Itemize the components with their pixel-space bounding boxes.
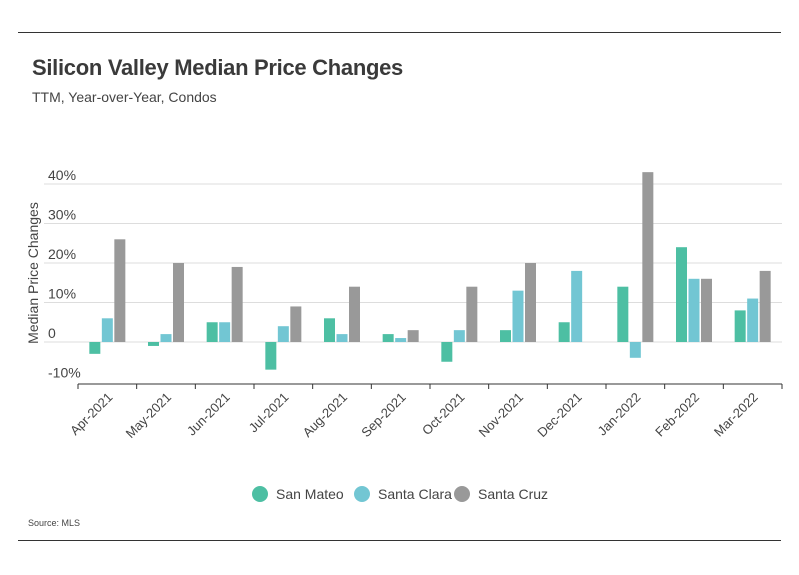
x-tick-label: Jan-2022 — [595, 390, 644, 439]
y-tick-label: 10% — [48, 286, 76, 302]
legend-swatch — [454, 486, 470, 502]
x-tick-label: Dec-2021 — [534, 390, 584, 440]
bar — [407, 330, 419, 342]
bar — [688, 278, 700, 342]
legend-label: Santa Clara — [378, 486, 452, 502]
bar — [466, 286, 478, 342]
bar — [173, 263, 184, 342]
bar — [759, 270, 771, 342]
bar — [160, 334, 172, 342]
bar — [265, 342, 277, 370]
x-tick-label: Nov-2021 — [476, 390, 526, 440]
bar — [219, 322, 231, 342]
bar — [349, 286, 360, 342]
bar — [382, 334, 394, 342]
bar — [277, 326, 289, 342]
bar — [617, 286, 629, 342]
bar — [734, 310, 746, 342]
bar — [324, 318, 335, 342]
x-tick-label: Sep-2021 — [358, 390, 408, 440]
y-tick-label: 0 — [48, 325, 56, 341]
bar — [512, 290, 524, 342]
y-axis-label: Median Price Changes — [25, 202, 41, 344]
bar — [290, 306, 302, 342]
x-tick-label: Aug-2021 — [300, 390, 350, 440]
x-tick-label: Oct-2021 — [419, 390, 467, 438]
bar — [525, 263, 536, 342]
legend-label: Santa Cruz — [478, 486, 548, 502]
bar — [206, 322, 218, 342]
x-tick-label: May-2021 — [123, 390, 174, 441]
y-tick-label: 30% — [48, 207, 76, 223]
legend-label: San Mateo — [276, 486, 344, 502]
x-tick-label: Feb-2022 — [652, 390, 702, 440]
y-tick-label: 20% — [48, 246, 76, 262]
x-tick-label: Mar-2022 — [711, 390, 761, 440]
x-tick-label: Jun-2021 — [184, 390, 233, 439]
bar — [148, 342, 159, 346]
bar — [701, 278, 712, 342]
bar — [642, 172, 654, 342]
bar — [101, 318, 113, 342]
bar — [89, 342, 101, 354]
legend-swatch — [354, 486, 370, 502]
bar — [500, 330, 511, 342]
bar — [395, 338, 407, 342]
bar — [747, 298, 759, 342]
bars — [89, 172, 771, 370]
y-axis-ticks: -10% 0 10% 20% 30% 40% — [48, 167, 81, 381]
bar — [453, 330, 465, 342]
bar — [629, 342, 641, 358]
legend-swatch — [252, 486, 268, 502]
bar — [676, 247, 687, 342]
bar — [558, 322, 570, 342]
bar — [231, 266, 243, 342]
chart-title: Silicon Valley Median Price Changes — [32, 55, 403, 80]
y-tick-label: 40% — [48, 167, 76, 183]
x-axis: Apr-2021 May-2021 Jun-2021 Jul-2021 Aug-2021… — [67, 383, 783, 441]
bar — [336, 334, 348, 342]
bottom-rule — [18, 540, 781, 541]
x-tick-label: Apr-2021 — [67, 390, 115, 438]
grid-lines — [44, 183, 782, 343]
chart-subtitle: TTM, Year-over-Year, Condos — [32, 89, 217, 105]
bar — [571, 270, 583, 342]
bar — [441, 342, 453, 362]
x-tick-label: Jul-2021 — [246, 390, 292, 436]
y-tick-label: -10% — [48, 365, 81, 381]
top-rule — [18, 32, 781, 33]
bar — [114, 239, 126, 342]
legend: San Mateo Santa Clara Santa Cruz — [252, 486, 548, 502]
source-note: Source: MLS — [28, 518, 81, 528]
